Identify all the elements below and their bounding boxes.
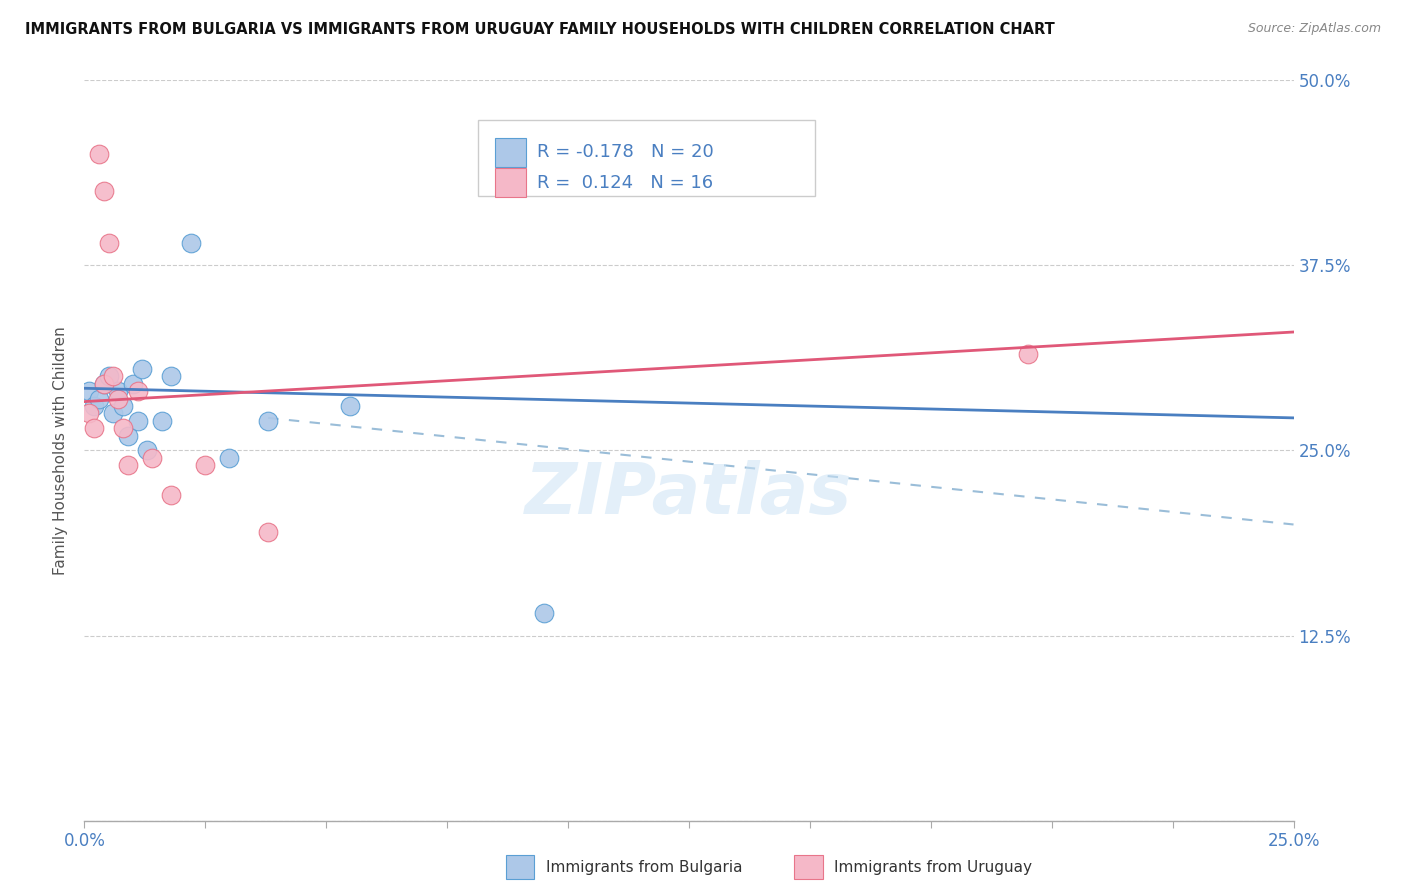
Point (103, 407, 125, 421)
Point (180, 236, 202, 251)
Point (103, 369, 125, 384)
Point (107, 392, 129, 406)
Point (117, 458, 139, 473)
Y-axis label: Family Households with Children: Family Households with Children (53, 326, 69, 574)
Text: ZIPatlas: ZIPatlas (526, 460, 852, 529)
Point (127, 384, 149, 399)
Text: Source: ZipAtlas.com: Source: ZipAtlas.com (1247, 22, 1381, 36)
Point (87, 147, 110, 161)
Text: IMMIGRANTS FROM BULGARIA VS IMMIGRANTS FROM URUGUAY FAMILY HOUSEHOLDS WITH CHILD: IMMIGRANTS FROM BULGARIA VS IMMIGRANTS F… (25, 22, 1054, 37)
Text: R = -0.178   N = 20: R = -0.178 N = 20 (537, 144, 714, 161)
Text: Immigrants from Uruguay: Immigrants from Uruguay (834, 860, 1032, 874)
Point (77, 384, 100, 399)
Point (127, 414, 149, 428)
Point (93, 376, 115, 391)
Point (160, 488, 183, 502)
Point (93, 376, 115, 391)
Point (339, 399, 361, 413)
Point (150, 414, 173, 428)
Point (83, 399, 105, 413)
Point (131, 362, 153, 376)
Text: R =  0.124   N = 16: R = 0.124 N = 16 (537, 174, 713, 192)
Point (77, 407, 100, 421)
Point (1017, 347, 1039, 361)
Point (121, 376, 143, 391)
Point (107, 384, 129, 399)
Point (87, 392, 110, 406)
Point (160, 369, 183, 384)
Point (257, 524, 280, 539)
Point (194, 458, 217, 473)
Point (112, 399, 135, 413)
Point (257, 414, 280, 428)
Point (97, 236, 120, 251)
Point (97, 369, 120, 384)
Point (533, 607, 555, 621)
Point (136, 443, 159, 458)
Point (112, 421, 135, 435)
Point (93, 184, 115, 198)
Point (218, 450, 240, 465)
Point (83, 421, 105, 435)
Point (117, 428, 139, 442)
Text: Immigrants from Bulgaria: Immigrants from Bulgaria (546, 860, 742, 874)
Point (141, 450, 163, 465)
